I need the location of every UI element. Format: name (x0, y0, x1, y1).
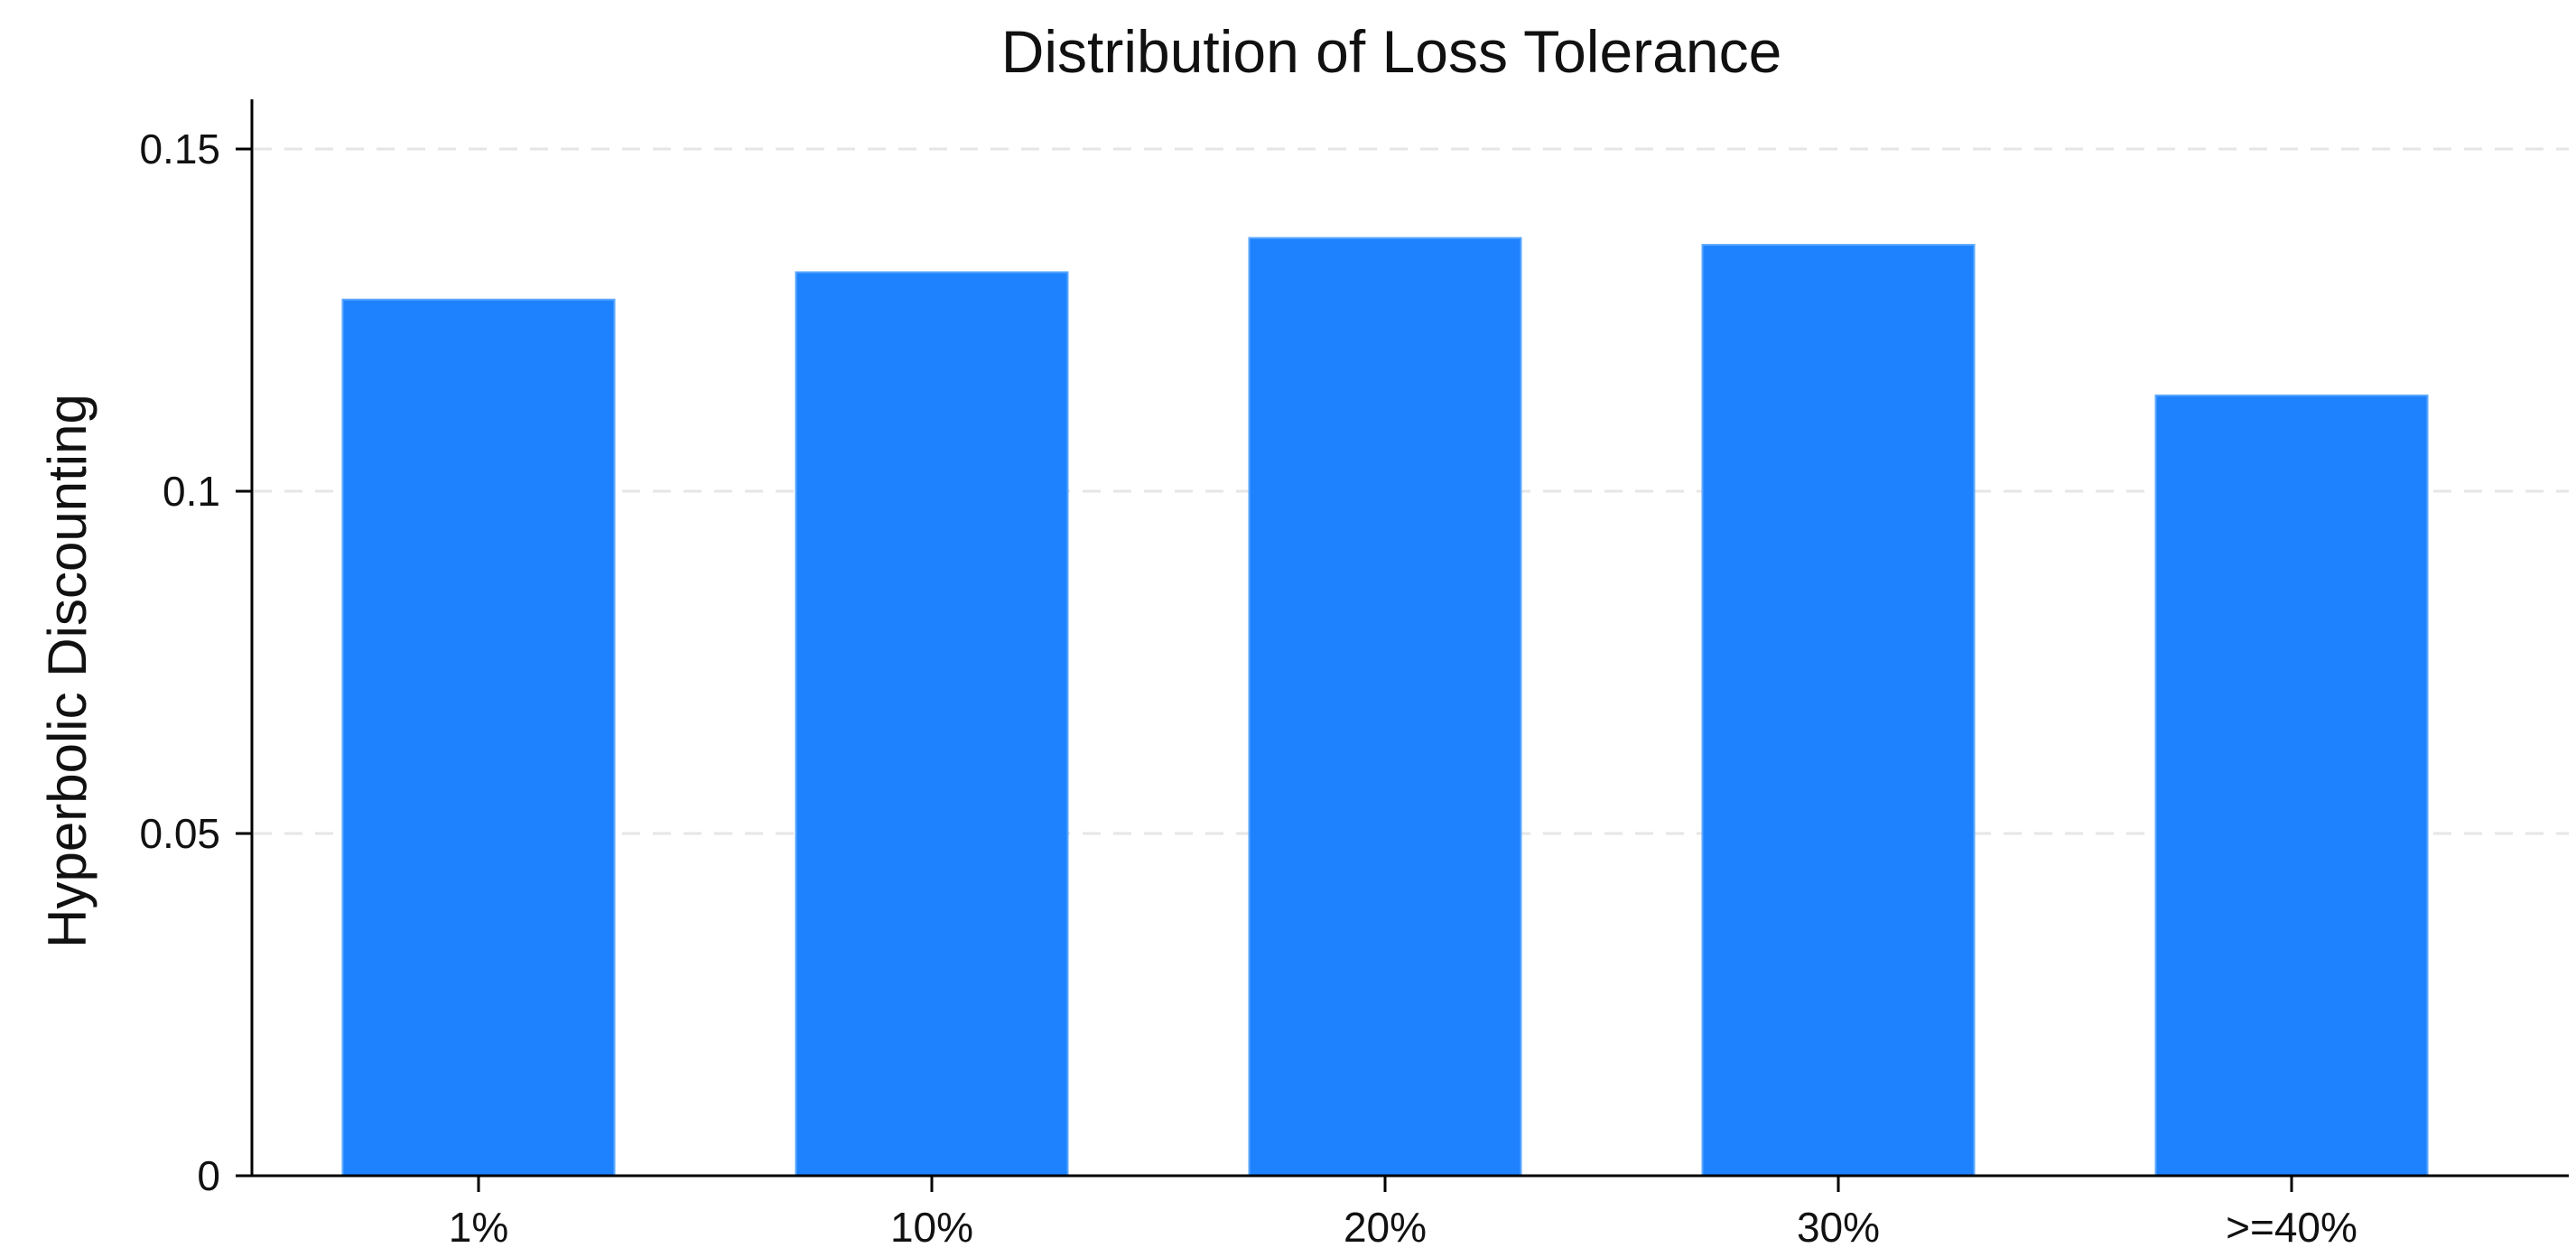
y-tick-label: 0.1 (163, 468, 220, 515)
x-axis-ticks: 1% 10% 20% 30% >=40% (449, 1176, 2357, 1251)
y-tick-label: 0.15 (139, 126, 220, 172)
x-tick-label: >=40% (2226, 1204, 2357, 1251)
x-tick-label: 10% (890, 1204, 973, 1251)
x-tick-label: 20% (1344, 1204, 1427, 1251)
gridlines (254, 147, 2569, 835)
bar (795, 271, 1069, 1177)
y-tick-label: 0.05 (139, 810, 220, 857)
chart-title: Distribution of Loss Tolerance (1001, 18, 1782, 85)
y-axis-ticks: 0 0.05 0.1 0.15 (139, 126, 252, 1199)
bar (1701, 244, 1976, 1177)
x-tick-label: 30% (1797, 1204, 1880, 1251)
bar (1248, 237, 1522, 1177)
x-tick-label: 1% (449, 1204, 508, 1251)
y-tick-label: 0 (197, 1152, 220, 1199)
y-axis-label: Hyperbolic Discounting (37, 394, 98, 948)
bar (341, 298, 616, 1177)
bar (2154, 394, 2429, 1177)
bars-group (341, 237, 2429, 1177)
